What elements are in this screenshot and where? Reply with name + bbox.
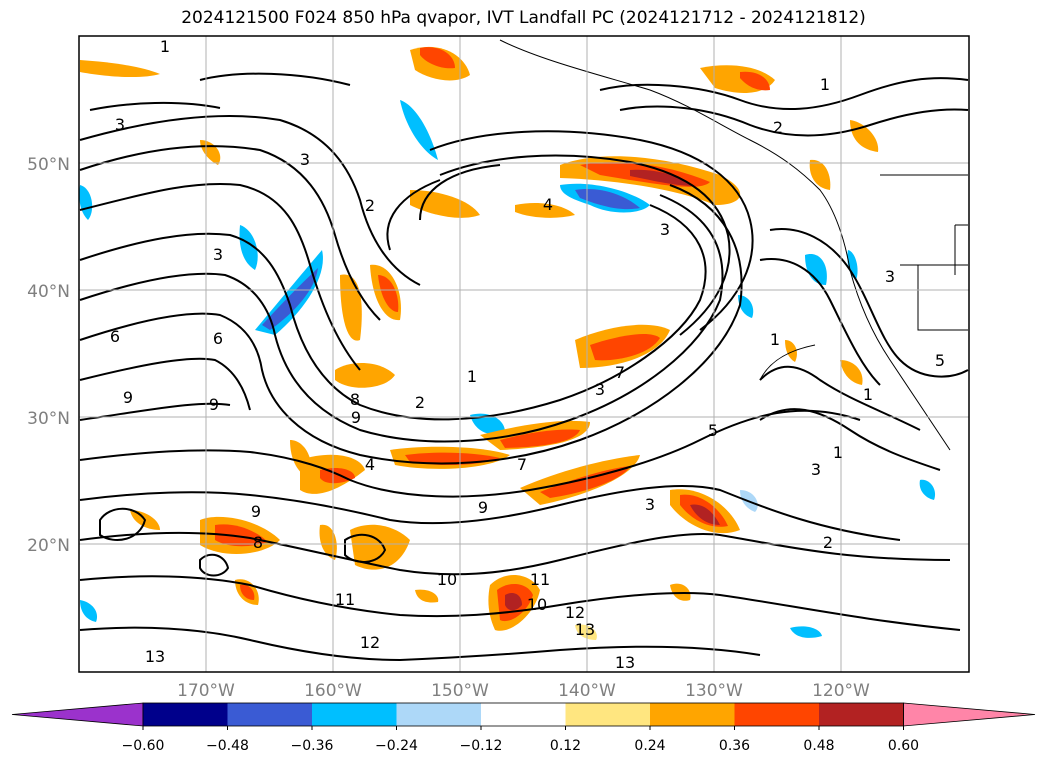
latitude-label: 30°N [27,409,70,429]
contour-label: 1 [820,75,830,94]
contour-label: 2 [365,196,375,215]
contour-label: 3 [885,267,895,286]
colorbar-tick-label: 0.48 [803,738,834,754]
contour-label: 1 [160,37,170,56]
contour-label: 8 [253,533,263,552]
contour-label: 2 [415,393,425,412]
colorbar-tick-label: −0.12 [460,738,503,754]
colorbar: −0.60 −0.48 −0.36 −0.24 −0.12 0.12 0.24 0.36 0.4… [11,702,1036,754]
contour-label: 3 [660,220,670,239]
contour-label: 6 [213,329,223,348]
longitude-label: 130°W [685,681,743,701]
colorbar-tick-label: 0.60 [888,738,919,754]
contour-label: 5 [708,421,718,440]
contour-label: 1 [467,367,477,386]
colorbar-segment [227,703,313,726]
contour-label: 3 [595,380,605,399]
contour-label: 3 [115,115,125,134]
longitude-label: 150°W [431,681,489,701]
colorbar-tick-label: −0.36 [291,738,334,754]
colorbar-tick-label: −0.60 [122,738,165,754]
colorbar-segment [819,703,904,726]
colorbar-tick-label: −0.48 [206,738,249,754]
contour-label: 3 [213,245,223,264]
longitude-label: 170°W [177,681,235,701]
contour-label: 4 [365,455,375,474]
contour-label: 11 [530,570,550,589]
coastlines [499,39,968,451]
contour-label: 13 [145,647,165,666]
contour-label: 3 [300,150,310,169]
colorbar-extend-max [903,702,1036,727]
contour-label: 8 [350,390,360,409]
contour-label: 9 [209,395,219,414]
contour-label: 2 [823,533,833,552]
map-frame [78,35,970,673]
longitude-label: 140°W [558,681,616,701]
colorbar-segment [565,703,651,726]
longitude-label: 160°W [304,681,362,701]
contour-label: 4 [543,195,553,214]
contour-label: 1 [863,385,873,404]
contour-label: 7 [517,455,527,474]
contour-label: 12 [565,603,585,622]
contour-label: 2 [773,118,783,137]
colorbar-tick-label: −0.24 [375,738,418,754]
contour-label: 9 [123,388,133,407]
contour-label: 1 [833,443,843,462]
ivt-contours [79,72,969,662]
contour-label: 5 [935,351,945,370]
latitude-label: 40°N [27,282,70,302]
contour-label: 1 [770,330,780,349]
colorbar-tick-label: 0.12 [550,738,581,754]
contour-label: 9 [251,502,261,521]
contour-label: 9 [351,408,361,427]
colorbar-segment [481,703,566,726]
colorbar-segment [143,703,228,726]
contour-label: 9 [478,498,488,517]
colorbar-tick-label: 0.36 [719,738,750,754]
colorbar-tick-label: 0.24 [634,738,665,754]
graticule [79,36,969,672]
contour-label: 3 [811,460,821,479]
contour-label: 11 [335,590,355,609]
colorbar-segment [312,703,397,726]
contour-label: 10 [437,570,457,589]
map-title: 2024121500 F024 850 hPa qvapor, IVT Land… [181,8,866,28]
colorbar-segment [734,703,820,726]
contour-label: 13 [615,653,635,672]
latitude-label: 50°N [27,155,70,175]
colorbar-segment [650,703,735,726]
contour-label: 12 [360,633,380,652]
contour-label: 13 [575,620,595,639]
latitude-label: 20°N [27,536,70,556]
longitude-label: 120°W [812,681,870,701]
contour-label: 6 [110,327,120,346]
contour-label: 3 [645,495,655,514]
colorbar-extend-min [11,702,144,727]
contour-label: 10 [527,595,547,614]
contour-label: 7 [615,363,625,382]
colorbar-segment [396,703,482,726]
